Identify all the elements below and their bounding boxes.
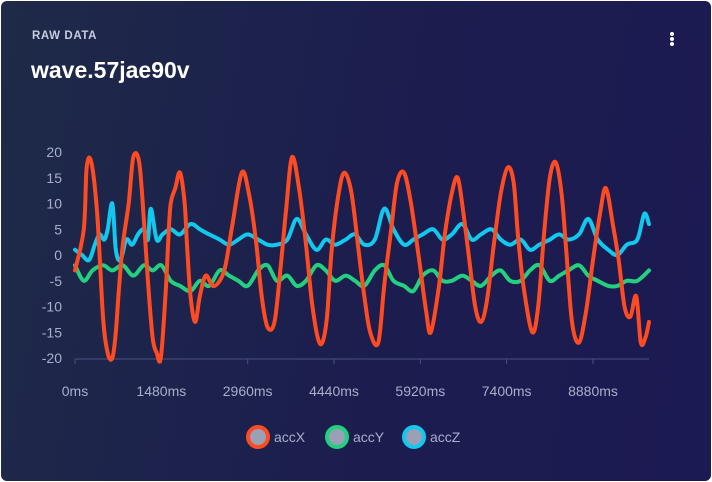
x-tick-label: 1480ms <box>136 383 186 399</box>
y-tick-label: 0 <box>54 247 62 263</box>
menu-dot <box>670 42 674 46</box>
menu-dot <box>670 32 674 36</box>
legend-marker-accZ[interactable] <box>402 425 426 449</box>
card-title: wave.57jae90v <box>31 57 190 83</box>
series-line-accX <box>73 151 651 364</box>
menu-dot <box>670 37 674 41</box>
y-tick-label: -15 <box>42 324 62 340</box>
legend-label-accZ[interactable]: accZ <box>430 429 461 445</box>
x-tick-label: 7400ms <box>482 383 532 399</box>
y-tick-label: -20 <box>42 350 62 366</box>
series-line-accY <box>73 262 651 294</box>
x-tick-label: 4440ms <box>309 383 359 399</box>
y-tick-label: 5 <box>54 221 62 237</box>
x-tick-label: 5920ms <box>395 383 445 399</box>
y-tick-label: -5 <box>50 273 63 289</box>
legend-label-accX[interactable]: accX <box>274 429 306 445</box>
legend-marker-accY[interactable] <box>325 425 349 449</box>
legend-label-accY[interactable]: accY <box>353 429 385 445</box>
x-tick-label: 2960ms <box>223 383 273 399</box>
x-tick-label: 0ms <box>62 383 88 399</box>
legend-marker-accX[interactable] <box>246 425 270 449</box>
series-line-accZ <box>73 201 651 263</box>
y-tick-label: 15 <box>46 170 62 186</box>
x-tick-label: 8880ms <box>568 383 618 399</box>
section-label: RAW DATA <box>32 30 98 42</box>
vertical-dots-icon[interactable] <box>662 29 682 49</box>
y-tick-label: 20 <box>46 144 62 160</box>
y-tick-label: 10 <box>46 196 62 212</box>
y-tick-label: -10 <box>42 299 62 315</box>
